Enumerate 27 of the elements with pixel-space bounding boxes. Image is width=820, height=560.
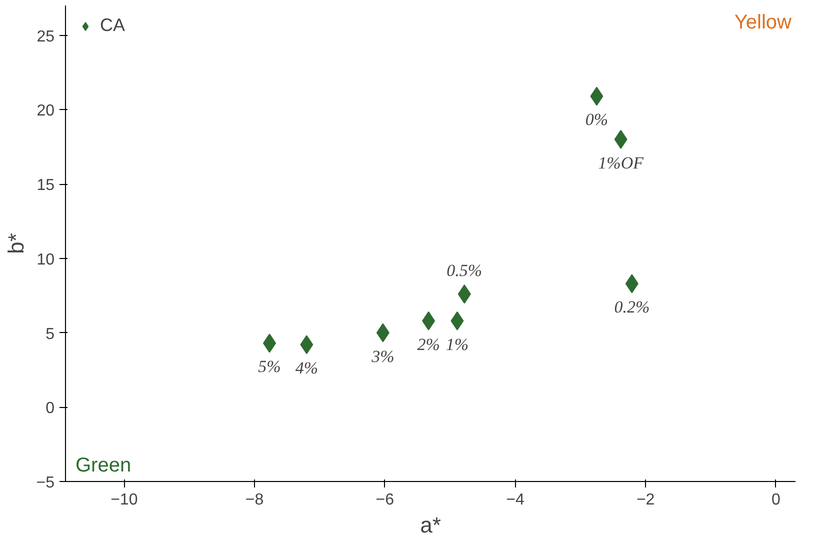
legend-label: CA — [100, 15, 126, 36]
annotation: 1% — [446, 334, 469, 354]
annotation: 0.2% — [614, 298, 650, 317]
y-tick-label: 5 — [46, 326, 55, 343]
x-tick-label: −10 — [110, 492, 138, 508]
x-tick-label: −8 — [245, 492, 264, 508]
annotation: Yellow — [734, 12, 792, 34]
x-tick-label: −2 — [636, 492, 655, 508]
y-tick-label: 20 — [36, 102, 55, 120]
x-tick-label: −4 — [506, 492, 524, 508]
x-axis-title: a* — [420, 512, 442, 538]
annotation: 1%OF — [598, 153, 644, 172]
annotation: Green — [76, 454, 132, 476]
x-tick-label: −6 — [376, 492, 394, 508]
annotation: 2% — [417, 334, 440, 354]
annotation: 0.5% — [446, 261, 482, 280]
y-tick-label: −5 — [36, 474, 55, 492]
y-tick-label: 0 — [46, 400, 55, 418]
annotation: 5% — [258, 357, 281, 376]
annotation: 4% — [295, 358, 318, 378]
y-axis-title: b* — [3, 232, 28, 254]
y-tick-label: 10 — [36, 251, 55, 268]
x-tick-label: 0 — [771, 492, 780, 508]
y-tick-label: 25 — [36, 28, 55, 46]
y-tick-label: 15 — [36, 177, 55, 194]
annotation: 0% — [585, 110, 608, 130]
annotation: 3% — [370, 346, 394, 366]
